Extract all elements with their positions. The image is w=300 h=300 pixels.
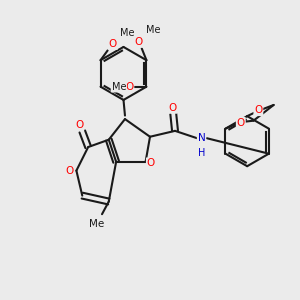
Text: Me: Me	[120, 28, 135, 38]
Text: Me: Me	[146, 25, 160, 34]
Text: O: O	[75, 120, 83, 130]
Text: O: O	[66, 166, 74, 176]
Text: Me: Me	[89, 219, 105, 229]
Text: O: O	[109, 39, 117, 49]
Text: H: H	[198, 148, 205, 158]
Text: O: O	[169, 103, 177, 113]
Text: O: O	[254, 105, 262, 115]
Text: N: N	[198, 133, 206, 142]
Text: O: O	[237, 118, 245, 128]
Text: O: O	[125, 82, 134, 92]
Text: O: O	[134, 37, 142, 47]
Text: Me: Me	[112, 82, 126, 92]
Text: O: O	[147, 158, 155, 168]
